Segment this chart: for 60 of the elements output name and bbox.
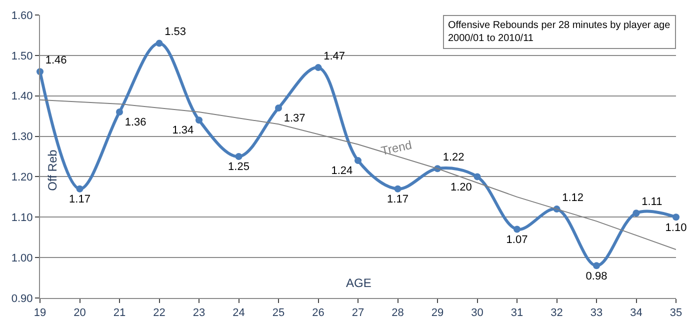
x-tick-label: 31 xyxy=(510,307,524,320)
x-tick-label: 27 xyxy=(352,307,364,320)
data-label: 1.53 xyxy=(164,26,186,38)
x-tick-label: 28 xyxy=(392,307,404,320)
text: Offensive Rebounds per 28 minutes by player age 2000/01 to 2010/11 xyxy=(448,20,671,44)
y-tick-label: 1.50 xyxy=(11,50,33,62)
x-tick-label: 20 xyxy=(74,307,86,320)
data-label: 1.46 xyxy=(45,54,67,66)
data-label: 0.98 xyxy=(586,270,608,282)
y-tick-label: 1.60 xyxy=(11,10,33,22)
point xyxy=(156,40,163,47)
point xyxy=(314,64,322,72)
y-tick-label: 0.90 xyxy=(11,292,33,305)
data-label: 1.17 xyxy=(387,193,408,206)
data-label: 1.36 xyxy=(124,116,146,129)
data-label: 1.12 xyxy=(562,192,584,204)
point xyxy=(235,153,242,160)
y-tick-label: 1.10 xyxy=(11,212,33,224)
y-tick-label: 1.20 xyxy=(11,172,33,184)
data-label: 1.17 xyxy=(69,193,90,206)
x-tick-label: 19 xyxy=(34,307,46,320)
data-label: 1.25 xyxy=(228,161,250,174)
x-tick-label: 32 xyxy=(550,307,563,320)
x-tick-label: 26 xyxy=(312,307,324,320)
data-label: 1.11 xyxy=(642,196,662,208)
x-axis-title: AGE xyxy=(346,276,372,290)
data-label: 1.20 xyxy=(450,181,472,194)
data-label: 1.22 xyxy=(442,152,464,164)
point xyxy=(593,262,600,270)
point xyxy=(514,226,520,233)
point xyxy=(474,173,481,180)
annotation: Trend xyxy=(380,138,414,158)
y-tick-label: 1.00 xyxy=(11,252,33,264)
point xyxy=(116,108,123,116)
data-label: 1.10 xyxy=(665,222,687,234)
data-label: 1.24 xyxy=(331,165,353,178)
x-tick-label: 22 xyxy=(153,307,166,320)
y-axis-title: Off Reb xyxy=(46,149,60,191)
data-label: 1.37 xyxy=(284,112,306,125)
x-tick-label: 29 xyxy=(431,307,444,320)
x-tick-label: 25 xyxy=(272,307,285,320)
point xyxy=(354,157,362,164)
x-tick-label: 34 xyxy=(630,307,642,320)
y-tick-label: 1.30 xyxy=(11,131,33,144)
data-label: 1.07 xyxy=(506,234,528,246)
y-tick-label: 1.40 xyxy=(11,90,33,103)
point xyxy=(394,185,402,192)
x-tick-label: 33 xyxy=(590,307,603,320)
data-label: 1.34 xyxy=(172,124,194,137)
data-label: 1.47 xyxy=(324,50,346,62)
x-tick-label: 35 xyxy=(670,307,682,320)
point xyxy=(196,116,202,124)
x-tick-label: 24 xyxy=(232,307,245,320)
x-tick-label: 23 xyxy=(192,307,206,320)
point xyxy=(76,185,84,192)
point xyxy=(632,210,640,217)
x-tick-label: 21 xyxy=(113,307,126,320)
point xyxy=(672,214,680,221)
x-tick-label: 30 xyxy=(471,307,484,320)
point xyxy=(275,104,282,112)
